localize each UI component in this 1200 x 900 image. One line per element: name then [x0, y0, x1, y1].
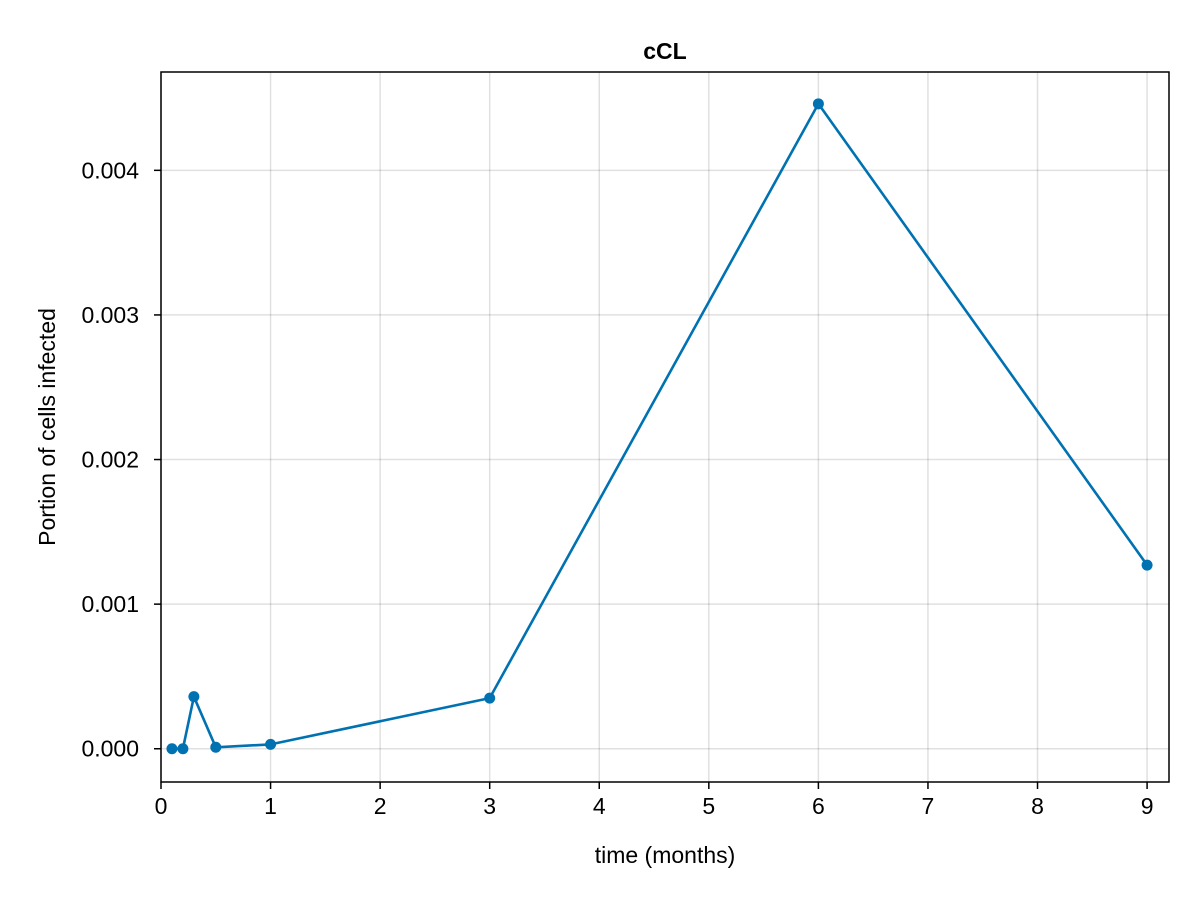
x-tick-label: 4	[593, 793, 606, 819]
x-axis-label: time (months)	[595, 842, 736, 868]
series-line	[170, 102, 1149, 751]
data-point	[812, 98, 824, 110]
y-tick-label: 0.001	[81, 591, 139, 617]
x-tick-label: 9	[1141, 793, 1154, 819]
y-tick-label: 0.000	[81, 736, 139, 762]
data-point	[484, 692, 496, 704]
y-tick-label: 0.003	[81, 302, 139, 328]
grid	[160, 72, 1169, 782]
x-tick-label: 7	[922, 793, 935, 819]
y-tick-label: 0.002	[81, 447, 139, 473]
x-tick-label: 1	[264, 793, 277, 819]
series-layer	[166, 98, 1153, 755]
y-tick-label: 0.004	[81, 157, 139, 183]
x-tick-label: 5	[702, 793, 715, 819]
data-point	[166, 743, 178, 755]
data-point	[188, 691, 200, 703]
x-tick-label: 3	[483, 793, 496, 819]
x-tick-label: 0	[155, 793, 168, 819]
data-point	[265, 738, 277, 750]
x-tick-label: 6	[812, 793, 825, 819]
x-tick-label: 8	[1031, 793, 1044, 819]
y-axis-label: Portion of cells infected	[34, 308, 60, 546]
chart-title: cCL	[643, 38, 686, 64]
data-point	[210, 741, 222, 753]
axes: 0 1 2 3 4 5 6 7 8 9 0.000 0.001 0.002 0.003 0.004	[81, 157, 1153, 819]
plot-frame	[160, 71, 1170, 783]
data-point	[177, 743, 189, 755]
x-tick-label: 2	[374, 793, 387, 819]
data-point	[1141, 559, 1153, 571]
